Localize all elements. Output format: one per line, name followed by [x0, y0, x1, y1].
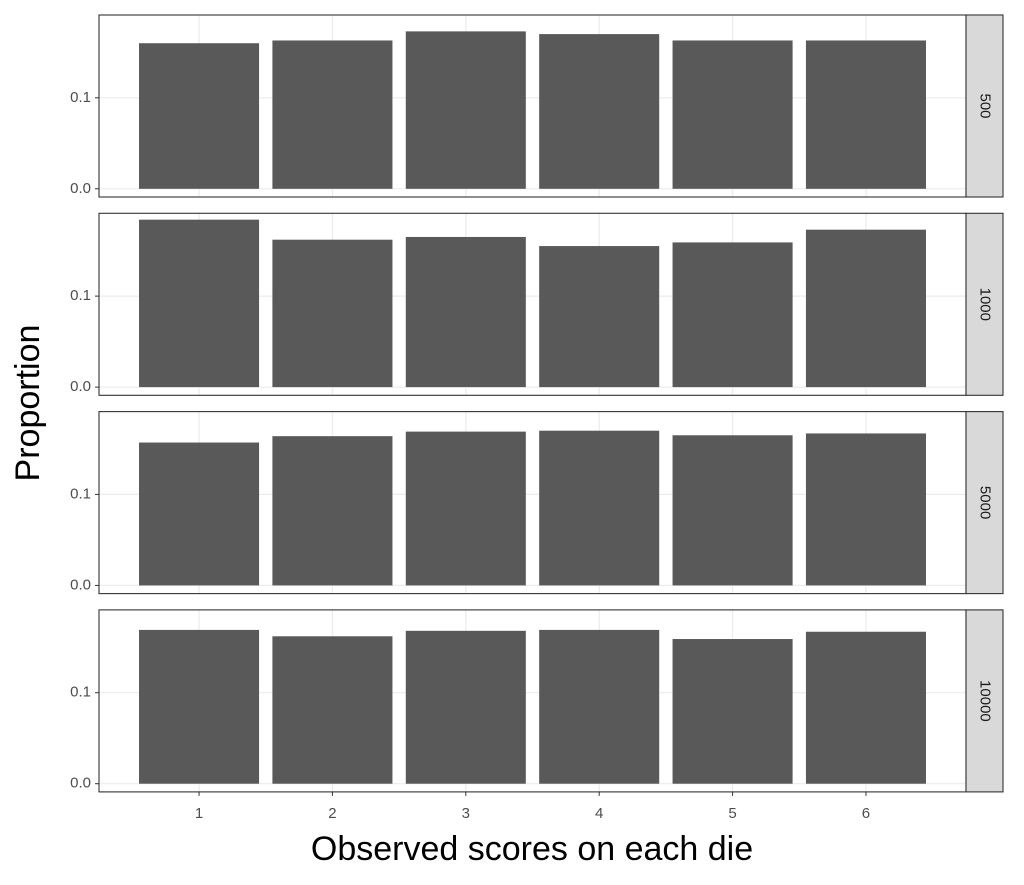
- strip-label: 5000: [977, 486, 994, 519]
- y-tick-label: 0.0: [70, 180, 91, 197]
- bar: [272, 436, 393, 586]
- bar: [805, 40, 926, 189]
- x-tick-label: 1: [195, 805, 203, 822]
- bar: [539, 246, 660, 388]
- bar: [539, 629, 660, 784]
- bar: [539, 430, 660, 586]
- strip: [965, 609, 1004, 793]
- bar: [672, 242, 793, 388]
- y-tick-label: 0.0: [70, 378, 91, 395]
- x-tick-label: 2: [328, 805, 336, 822]
- bar: [672, 435, 793, 586]
- bar: [272, 636, 393, 784]
- bar: [272, 239, 393, 388]
- strip: [965, 14, 1004, 198]
- bar: [672, 40, 793, 189]
- bar: [805, 631, 926, 784]
- strip: [965, 212, 1004, 396]
- y-tick-label: 0.1: [70, 684, 91, 701]
- y-tick-label: 0.0: [70, 576, 91, 593]
- bar: [805, 433, 926, 586]
- bar: [139, 219, 260, 388]
- bar: [405, 431, 526, 586]
- x-tick-label: 3: [462, 805, 470, 822]
- bar: [539, 34, 660, 189]
- strip-label: 10000: [977, 680, 994, 722]
- y-tick-label: 0.1: [70, 287, 91, 304]
- bar: [405, 31, 526, 189]
- x-tick-label: 6: [862, 805, 870, 822]
- bar: [139, 43, 260, 189]
- bar: [272, 40, 393, 189]
- x-tick-label: 4: [595, 805, 603, 822]
- bar: [405, 630, 526, 784]
- x-axis-title: Observed scores on each die: [311, 830, 753, 868]
- y-tick-label: 0.1: [70, 485, 91, 502]
- bar: [139, 629, 260, 784]
- y-axis-title: Proportion: [9, 325, 47, 482]
- bar: [405, 236, 526, 388]
- strip: [965, 411, 1004, 595]
- bar: [672, 639, 793, 784]
- bar: [139, 442, 260, 586]
- x-tick-label: 5: [728, 805, 736, 822]
- y-tick-label: 0.1: [70, 89, 91, 106]
- strip-label: 500: [977, 93, 994, 118]
- strip-label: 1000: [977, 288, 994, 321]
- bar: [805, 229, 926, 388]
- y-tick-label: 0.0: [70, 775, 91, 792]
